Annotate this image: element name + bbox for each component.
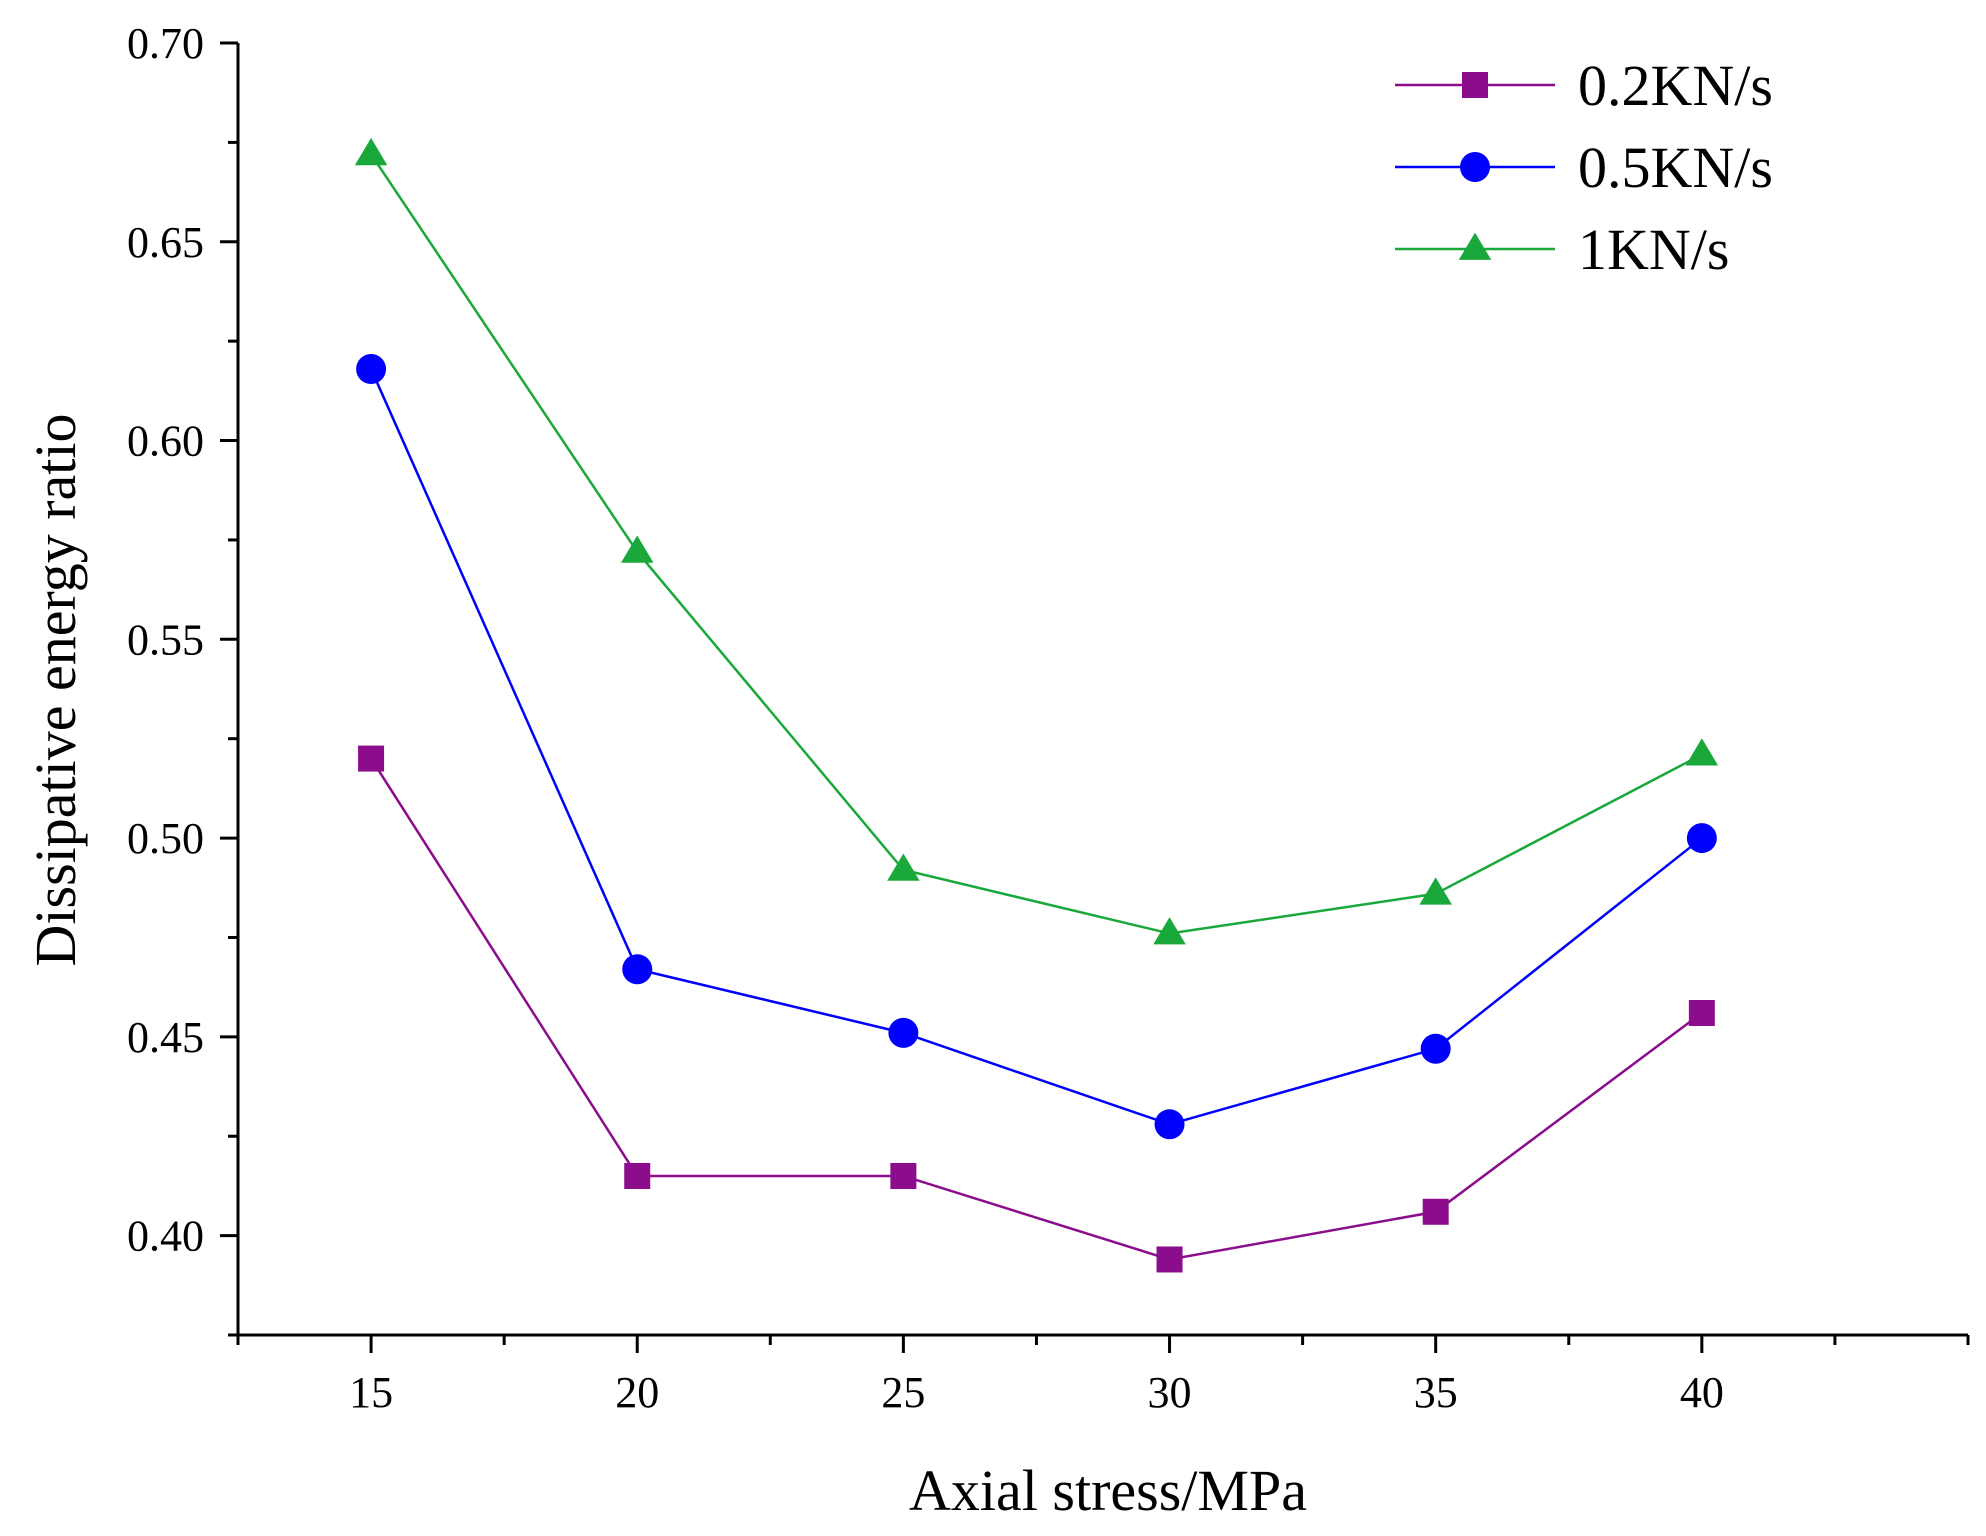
series-line bbox=[369, 368, 1703, 1126]
series-layer bbox=[354, 137, 1719, 1273]
data-point-square bbox=[1156, 1246, 1183, 1273]
series-0.5KN/s bbox=[356, 353, 1717, 1140]
y-tick-label: 0.60 bbox=[127, 417, 204, 466]
data-point-circle bbox=[356, 353, 387, 384]
y-axis-ticks: 0.40 0.45 0.50 0.55 0.60 0.65 0.70 bbox=[127, 19, 238, 1337]
data-point-triangle bbox=[1153, 917, 1186, 945]
data-point-circle bbox=[622, 954, 653, 985]
data-point-square bbox=[358, 745, 385, 772]
series-line bbox=[370, 757, 1703, 1261]
data-point-triangle bbox=[887, 853, 920, 881]
data-point-circle bbox=[1686, 823, 1717, 854]
y-tick-label: 0.40 bbox=[127, 1212, 204, 1261]
legend-item: 0.5KN/s bbox=[1395, 135, 1773, 200]
x-tick-label: 30 bbox=[1148, 1368, 1192, 1417]
legend-label: 1KN/s bbox=[1578, 217, 1729, 282]
data-point-triangle bbox=[1685, 738, 1719, 766]
data-point-square bbox=[890, 1162, 917, 1189]
data-point-triangle bbox=[620, 535, 654, 563]
x-tick-label: 35 bbox=[1414, 1368, 1458, 1417]
x-tick-label: 15 bbox=[349, 1368, 393, 1417]
y-tick-label: 0.65 bbox=[127, 218, 204, 267]
data-point-square bbox=[1462, 72, 1488, 98]
legend: 0.2KN/s 0.5KN/s 1KN/s bbox=[1395, 53, 1773, 282]
data-point-square bbox=[624, 1162, 651, 1189]
series-line bbox=[370, 153, 1703, 935]
x-tick-label: 20 bbox=[615, 1368, 659, 1417]
data-point-circle bbox=[1460, 152, 1490, 182]
legend-item: 1KN/s bbox=[1395, 217, 1729, 282]
data-point-square bbox=[1422, 1198, 1449, 1225]
y-tick-label: 0.50 bbox=[127, 814, 204, 863]
x-axis-title: Axial stress/MPa bbox=[909, 1458, 1307, 1523]
data-point-circle bbox=[1420, 1033, 1451, 1064]
series-0.2KN/s bbox=[358, 745, 1715, 1273]
legend-item: 0.2KN/s bbox=[1395, 53, 1773, 118]
y-tick-label: 0.45 bbox=[127, 1013, 204, 1062]
legend-label: 0.2KN/s bbox=[1578, 53, 1773, 118]
series-1KN/s bbox=[354, 137, 1719, 945]
x-tick-label: 40 bbox=[1680, 1368, 1724, 1417]
y-tick-label: 0.70 bbox=[127, 19, 204, 68]
data-point-circle bbox=[1154, 1109, 1185, 1140]
data-point-triangle bbox=[1419, 877, 1452, 905]
x-tick-label: 25 bbox=[881, 1368, 925, 1417]
data-point-triangle bbox=[354, 137, 388, 166]
data-point-triangle bbox=[1458, 232, 1492, 260]
data-point-circle bbox=[888, 1017, 919, 1048]
x-axis-ticks: 15 20 25 30 35 40 bbox=[236, 1335, 1970, 1417]
legend-label: 0.5KN/s bbox=[1578, 135, 1773, 200]
data-point-square bbox=[1688, 999, 1715, 1026]
y-tick-label: 0.55 bbox=[127, 615, 204, 664]
y-axis-title: Dissipative energy ratio bbox=[23, 413, 88, 966]
